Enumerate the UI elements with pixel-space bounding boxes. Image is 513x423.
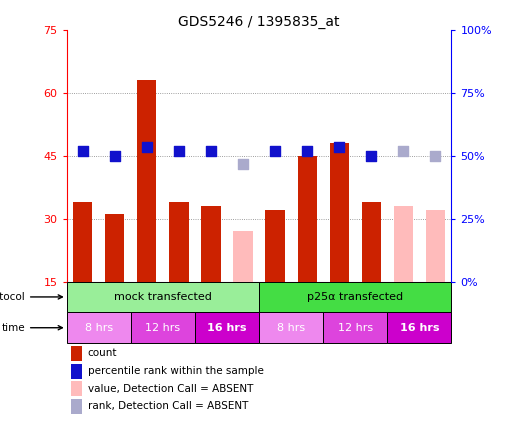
Bar xyxy=(259,312,323,343)
Bar xyxy=(298,156,317,282)
Bar xyxy=(387,312,451,343)
Bar xyxy=(137,80,156,282)
Text: 16 hrs: 16 hrs xyxy=(207,323,247,333)
Bar xyxy=(73,202,92,282)
Point xyxy=(111,152,119,159)
Bar xyxy=(259,282,451,312)
Bar xyxy=(265,210,285,282)
Text: percentile rank within the sample: percentile rank within the sample xyxy=(88,366,264,376)
Text: 12 hrs: 12 hrs xyxy=(338,323,373,333)
Bar xyxy=(323,312,387,343)
Text: 16 hrs: 16 hrs xyxy=(400,323,439,333)
Bar xyxy=(70,346,82,360)
Text: 8 hrs: 8 hrs xyxy=(85,323,113,333)
Bar xyxy=(67,282,259,312)
Bar xyxy=(195,312,259,343)
Point xyxy=(175,148,183,155)
Bar xyxy=(362,202,381,282)
Text: 12 hrs: 12 hrs xyxy=(145,323,181,333)
Bar xyxy=(67,312,131,343)
Point xyxy=(207,148,215,155)
Point xyxy=(367,152,376,159)
Bar xyxy=(70,399,82,414)
Bar xyxy=(201,206,221,282)
Point xyxy=(399,148,407,155)
Text: time: time xyxy=(2,323,63,333)
Bar xyxy=(131,312,195,343)
Text: 8 hrs: 8 hrs xyxy=(277,323,305,333)
Point xyxy=(78,148,87,155)
Point xyxy=(143,144,151,151)
Text: mock transfected: mock transfected xyxy=(114,292,212,302)
Title: GDS5246 / 1395835_at: GDS5246 / 1395835_at xyxy=(179,14,340,29)
Bar xyxy=(233,231,252,282)
Bar xyxy=(393,206,413,282)
Text: count: count xyxy=(88,348,117,358)
Text: rank, Detection Call = ABSENT: rank, Detection Call = ABSENT xyxy=(88,401,248,411)
Point xyxy=(303,148,311,155)
Bar xyxy=(426,210,445,282)
Bar xyxy=(70,364,82,379)
Point xyxy=(431,152,440,159)
Bar xyxy=(105,214,124,282)
Text: p25α transfected: p25α transfected xyxy=(307,292,403,302)
Point xyxy=(271,148,279,155)
Bar xyxy=(169,202,189,282)
Point xyxy=(335,144,343,151)
Bar xyxy=(329,143,349,282)
Text: protocol: protocol xyxy=(0,292,63,302)
Point xyxy=(239,161,247,168)
Bar xyxy=(70,382,82,396)
Text: value, Detection Call = ABSENT: value, Detection Call = ABSENT xyxy=(88,384,253,394)
Bar xyxy=(426,210,445,282)
